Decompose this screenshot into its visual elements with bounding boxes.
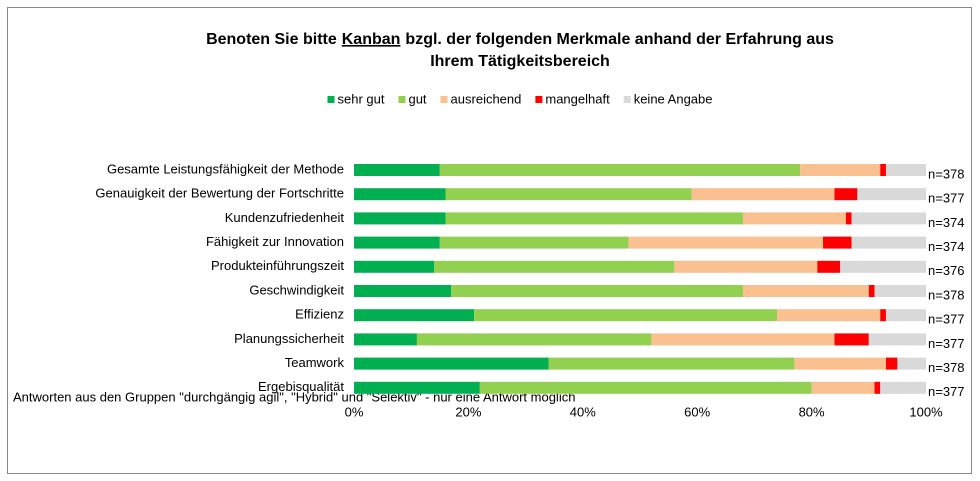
bar-segment (354, 188, 446, 201)
bar-segment (354, 236, 440, 249)
bar-segment (479, 381, 812, 394)
bar-segment (628, 236, 824, 249)
bar-segment (354, 260, 435, 273)
bar-segment (880, 381, 926, 394)
bar-segment (851, 212, 926, 225)
legend-swatch (623, 96, 631, 103)
y-tick-label: Ergebisqualität (258, 379, 344, 394)
chart-title: Benoten Sie bitte Kanban bzgl. der folgend… (206, 31, 834, 48)
bar-segment (445, 212, 743, 225)
n-label: n=377 (928, 336, 965, 351)
bar-segment (354, 357, 549, 370)
y-tick-label: Teamwork (285, 355, 345, 370)
bar-segment (880, 309, 886, 322)
bar-segment (834, 188, 858, 201)
y-tick-label: Genauigkeit der Bewertung der Fortschrit… (95, 186, 344, 201)
y-tick-label: Kundenzufriedenheit (225, 210, 345, 225)
y-tick-label: Fähigkeit zur Innovation (206, 234, 344, 249)
bar-segment (840, 260, 926, 273)
n-label: n=378 (928, 287, 965, 302)
bar-segment (651, 333, 835, 346)
bar-segment (548, 357, 795, 370)
bar-segment (742, 285, 869, 297)
y-tick-label: Effizienz (295, 307, 344, 322)
bar-segment (868, 333, 926, 346)
bar-segment (354, 212, 446, 225)
n-label: n=378 (928, 360, 965, 375)
y-tick-label: Geschwindigkeit (249, 282, 344, 297)
n-label: n=374 (928, 215, 965, 230)
n-label: n=377 (928, 384, 965, 399)
x-tick-label: 60% (684, 404, 710, 419)
bar-segment (354, 164, 440, 176)
bar-segment (874, 285, 926, 297)
bar-segment (777, 309, 881, 322)
chart-title: Ihrem Tätigkeitsbereich (430, 53, 610, 70)
title-part: Benoten Sie bitte (206, 31, 337, 48)
bar-segment (439, 236, 629, 249)
bar-segment (817, 260, 841, 273)
bar-segment (354, 285, 452, 297)
x-tick-label: 0% (345, 404, 364, 419)
bar-segment (811, 381, 875, 394)
legend-swatch (535, 96, 543, 103)
n-label: n=374 (928, 239, 965, 254)
bar-segment (897, 357, 926, 370)
x-tick-label: 100% (909, 404, 943, 419)
bar-segment (674, 260, 818, 273)
legend-label: keine Angabe (634, 91, 713, 106)
frame (7, 7, 972, 474)
bar-segment (880, 164, 886, 176)
bar-segment (834, 333, 869, 346)
bar-segment (445, 188, 692, 201)
n-label: n=376 (928, 263, 965, 278)
legend-swatch (398, 96, 406, 103)
bar-segment (885, 309, 926, 322)
bar-segment (794, 357, 886, 370)
bar-segment (800, 164, 881, 176)
bar-segment (416, 333, 652, 346)
n-label: n=378 (928, 166, 965, 181)
legend-label: ausreichend (451, 91, 522, 106)
bar-segment (439, 164, 801, 176)
bar-segment (434, 260, 675, 273)
legend-label: gut (408, 91, 426, 106)
bar-segment (691, 188, 835, 201)
x-tick-label: 80% (799, 404, 825, 419)
bar-segment (354, 381, 480, 394)
title-part: bzgl. der folgenden Merkmale anhand der … (405, 31, 834, 48)
bar-segment (845, 212, 852, 225)
y-tick-label: Produkteinführungszeit (211, 258, 344, 273)
bar-segment (451, 285, 743, 297)
legend-swatch (440, 96, 448, 103)
bar-segment (885, 164, 926, 176)
bar-segment (851, 236, 926, 249)
bar-segment (474, 309, 778, 322)
bar-segment (885, 357, 898, 370)
x-tick-label: 20% (455, 404, 481, 419)
bar-segment (354, 309, 475, 322)
y-tick-label: Planungssicherheit (234, 331, 344, 346)
bar-segment (354, 333, 417, 346)
bar-segment (857, 188, 926, 201)
y-tick-label: Gesamte Leistungsfähigkeit der Methode (107, 161, 344, 176)
legend-label: mangelhaft (545, 91, 610, 106)
bar-segment (742, 212, 846, 225)
bar-segment (823, 236, 852, 249)
n-label: n=377 (928, 312, 965, 327)
title-part: Kanban (342, 31, 401, 48)
legend-swatch (327, 96, 335, 103)
x-tick-label: 40% (570, 404, 596, 419)
bar-segment (874, 381, 881, 394)
n-label: n=377 (928, 191, 965, 206)
legend-label: sehr gut (337, 91, 384, 106)
bar-segment (868, 285, 875, 297)
